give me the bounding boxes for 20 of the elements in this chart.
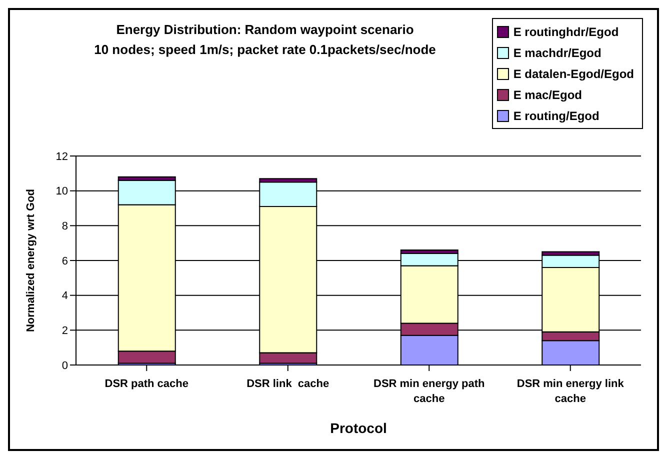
legend-label: E datalen-Egod/Egod [513, 66, 634, 80]
legend-label: E machdr/Egod [513, 46, 602, 60]
y-tick-label: 0 [62, 360, 68, 372]
legend-label: E routing/Egod [513, 108, 600, 122]
legend-label: E routinghdr/Egod [513, 24, 619, 38]
y-tick-label: 2 [62, 325, 68, 338]
y-axis-title: Normalized energy wrt God [24, 188, 37, 332]
x-tick-label: DSR link cache [246, 378, 330, 390]
legend-label: E mac/Egod [513, 88, 582, 102]
y-tick-label: 4 [62, 290, 68, 302]
y-tick-label: 10 [56, 186, 68, 198]
y-tick-label: 6 [62, 255, 68, 268]
x-axis-title: Protocol [330, 420, 387, 436]
y-tick-label: 8 [62, 220, 68, 233]
x-tick-label: DSR min energy path cache [374, 378, 486, 405]
y-tick-label: 12 [56, 150, 68, 163]
chart-title: Energy Distribution: Random waypoint scenario [115, 21, 415, 39]
chart-subtitle: 10 nodes; speed 1m/s; packet rate 0.1packets/sec/node [93, 41, 437, 59]
x-tick-label: DSR min energy link cache [516, 378, 625, 405]
x-tick-label: DSR path cache [104, 378, 188, 390]
